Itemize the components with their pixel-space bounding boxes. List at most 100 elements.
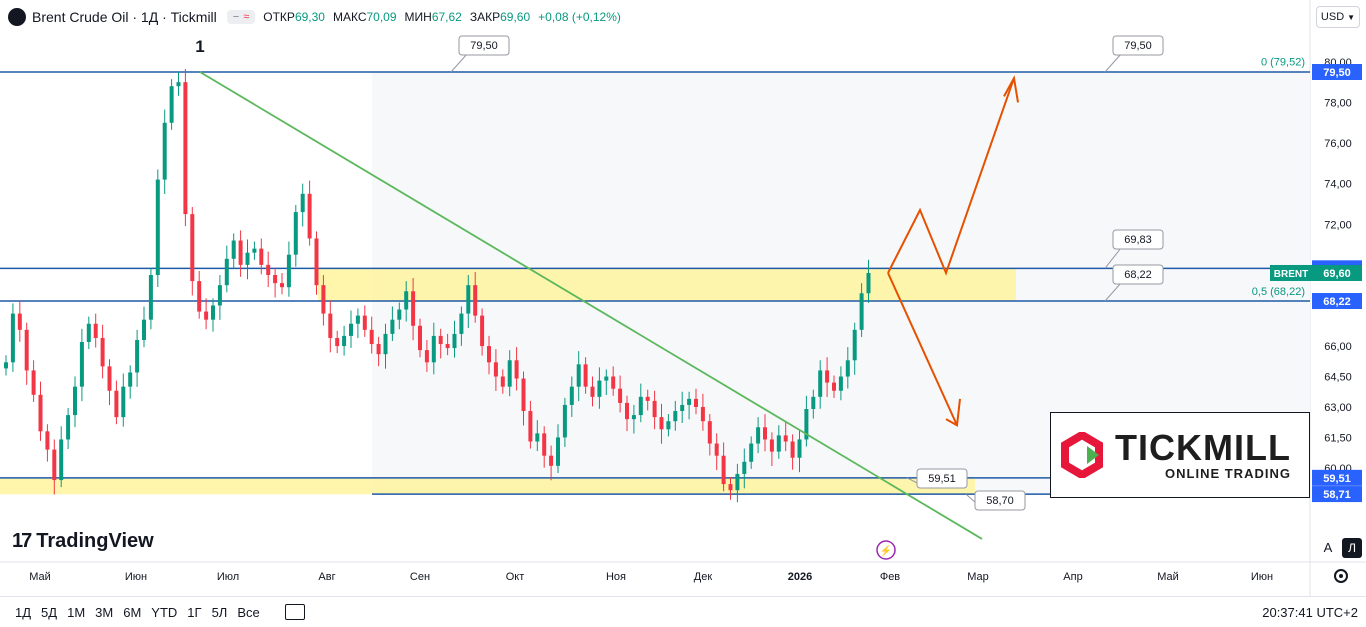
time-tick: Апр (1063, 571, 1082, 583)
candle-body (135, 339, 140, 373)
candle-body (618, 388, 623, 403)
tradingview-logo[interactable]: 17 TradingView (12, 530, 154, 553)
candle-body (411, 291, 416, 326)
symbol-title[interactable]: Brent Crude Oil · 1Д · Tickmill (32, 9, 217, 25)
candle-body (349, 323, 353, 336)
candle-body (866, 272, 871, 294)
wave-icon: ≈ (243, 11, 250, 23)
price-badge (1312, 293, 1362, 309)
candle-body (190, 214, 195, 282)
range-1y[interactable]: 1Г (187, 604, 202, 620)
callout-value: 59,51 (928, 473, 956, 485)
candle-body (611, 376, 616, 389)
callout-pointer (1104, 53, 1122, 73)
candle-body (300, 193, 305, 213)
candle-body (783, 435, 788, 442)
time-tick: Мар (967, 571, 989, 583)
candle-body (756, 427, 761, 444)
callout-value: 79,50 (470, 40, 498, 52)
callout-value: 68,22 (1124, 269, 1152, 281)
candle-body (473, 285, 478, 316)
candle-body (211, 305, 215, 320)
candle-body (466, 285, 471, 314)
candle-body (604, 376, 609, 381)
time-tick: Фев (880, 571, 900, 583)
candle-body (818, 370, 823, 397)
candle-body (342, 335, 347, 347)
range-all[interactable]: Все (237, 604, 260, 620)
range-1d[interactable]: 1Д (15, 604, 32, 620)
zone-1 (0, 477, 975, 495)
currency-label: USD (1320, 11, 1345, 23)
time-tick: Июл (217, 571, 239, 583)
candle-body (369, 329, 374, 345)
callout-box (1112, 35, 1164, 56)
candle-body (10, 313, 15, 363)
tv-mark-icon: 17 (12, 530, 32, 552)
time-tick: 2026 (788, 571, 812, 583)
candle-body (148, 275, 153, 320)
candle-body (576, 364, 581, 387)
candle-body (562, 404, 567, 438)
candle-body (31, 370, 36, 395)
candle-body (328, 313, 333, 338)
candle-body (811, 396, 816, 410)
time-tick: Дек (694, 571, 713, 583)
candle-body (666, 421, 671, 430)
candle-body (17, 313, 22, 330)
candle-body (583, 364, 588, 387)
candle-body (238, 240, 243, 265)
candle-body (93, 323, 98, 338)
auto-scale-button[interactable]: A (1323, 540, 1333, 555)
range-3m[interactable]: 3М (95, 604, 114, 620)
candle-body (542, 433, 547, 456)
range-ytd[interactable]: YTD (151, 604, 178, 620)
candle-body (493, 362, 498, 377)
chart-canvas[interactable]: 1 79,50 79,50 69,83 68,22 59,51 58,70 0 (79,52)… (0, 0, 1366, 596)
candle-body (590, 386, 595, 397)
ohlc-low: МИН67,62 (404, 10, 462, 24)
callout-box (1112, 229, 1164, 250)
candle-body (514, 360, 519, 379)
calendar-icon[interactable] (284, 604, 305, 620)
candle-body (424, 350, 429, 363)
candle-body (597, 380, 602, 397)
callout-pointer (1104, 247, 1122, 269)
candle-body (438, 335, 443, 345)
candle-body (556, 437, 560, 466)
candle-body (86, 323, 91, 343)
price-tick: 61,50 (1324, 432, 1352, 444)
candle-body (735, 473, 740, 491)
price-badge (1312, 486, 1362, 503)
settings-gear-icon[interactable] (1334, 569, 1348, 583)
callout-value: 69,83 (1124, 234, 1152, 246)
candle-body (362, 315, 367, 330)
ohlc-change: +0,08 (+0,12%) (538, 10, 621, 24)
range-5y[interactable]: 5Л (211, 604, 228, 620)
candle-body (694, 398, 698, 407)
mode-badge[interactable]: − ≈ (226, 10, 256, 24)
log-scale-button[interactable]: Л (1342, 538, 1362, 558)
time-tick: Июн (1251, 571, 1273, 583)
candle-body (645, 396, 650, 401)
range-1m[interactable]: 1М (67, 604, 86, 620)
candle-body (107, 366, 112, 391)
candle-body (507, 360, 512, 387)
range-5d[interactable]: 5Д (41, 604, 58, 620)
time-tick: Ноя (606, 571, 626, 583)
candle-body (797, 439, 802, 458)
candle-body (266, 264, 271, 276)
candle-body (259, 248, 264, 265)
range-6m[interactable]: 6М (123, 604, 142, 620)
ohlc-high: МАКС70,09 (332, 10, 397, 24)
clock-time[interactable]: 20:37:41 UTC+2 (1262, 604, 1358, 620)
candle-body (845, 360, 850, 377)
price-badge (1312, 264, 1362, 281)
candle-body (549, 455, 554, 466)
price-badge-label: 59,51 (1323, 473, 1351, 485)
currency-selector[interactable]: USD ▼ (1316, 6, 1360, 28)
symbol-logo[interactable] (8, 8, 26, 26)
minus-icon: − (232, 11, 240, 23)
candle-body (521, 378, 526, 412)
candle-body (66, 415, 71, 440)
